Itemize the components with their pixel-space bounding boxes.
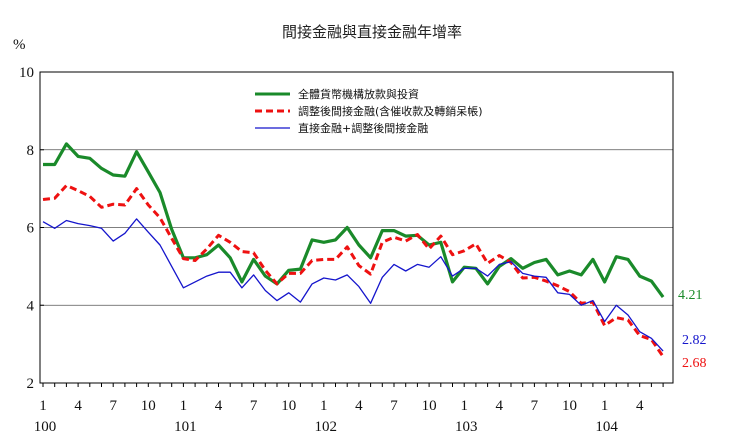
legend-label-series-0: 全體貨幣機構放款與投資 <box>298 87 419 101</box>
x-tick-label: 4 <box>636 398 644 414</box>
x-year-label: 102 <box>315 419 338 435</box>
x-tick-label: 7 <box>250 398 258 414</box>
series-line-2 <box>42 218 664 352</box>
legend-label-series-1: 調整後間接金融(含催收款及轉銷呆帳) <box>298 104 483 118</box>
x-tick-label: 1 <box>39 398 47 414</box>
y-axis-label: % <box>13 37 26 53</box>
x-tick-label: 10 <box>422 398 437 414</box>
x-year-label: 104 <box>595 419 618 435</box>
end-label-series-1: 2.68 <box>682 356 707 371</box>
x-tick-label: 4 <box>74 398 82 414</box>
series-line-0 <box>43 142 665 299</box>
x-tick-label: 1 <box>601 398 609 414</box>
x-tick-label: 4 <box>355 398 363 414</box>
end-label-series-2: 2.82 <box>682 333 707 348</box>
chart-title: 間接金融與直接金融年增率 <box>282 23 462 41</box>
y-tick-label: 8 <box>27 143 35 159</box>
series-line-1 <box>42 184 665 358</box>
gridlines <box>40 149 673 306</box>
x-tick-label: 10 <box>281 398 296 414</box>
x-tick-label: 1 <box>460 398 468 414</box>
y-tick-label: 10 <box>19 65 34 81</box>
x-year-label: 101 <box>174 419 197 435</box>
x-tick-label: 10 <box>141 398 156 414</box>
x-tick-label: 7 <box>531 398 539 414</box>
x-tick-label: 7 <box>390 398 398 414</box>
x-year-label: 103 <box>455 419 478 435</box>
series-lines <box>42 142 665 358</box>
x-tick-label: 4 <box>496 398 504 414</box>
end-label-series-0: 4.21 <box>678 288 703 303</box>
legend-label-series-2: 直接金融+調整後間接金融 <box>298 121 428 135</box>
x-tick-label: 1 <box>180 398 188 414</box>
x-tick-label: 7 <box>109 398 117 414</box>
y-tick-label: 2 <box>27 376 35 392</box>
y-tick-label: 4 <box>27 298 35 314</box>
y-tick-label: 6 <box>27 221 35 237</box>
x-tick-label: 10 <box>562 398 577 414</box>
x-year-label: 100 <box>34 419 57 435</box>
legend: 全體貨幣機構放款與投資 調整後間接金融(含催收款及轉銷呆帳) 直接金融+調整後間… <box>255 87 483 135</box>
x-tick-label: 1 <box>320 398 328 414</box>
x-tick-label: 4 <box>215 398 223 414</box>
